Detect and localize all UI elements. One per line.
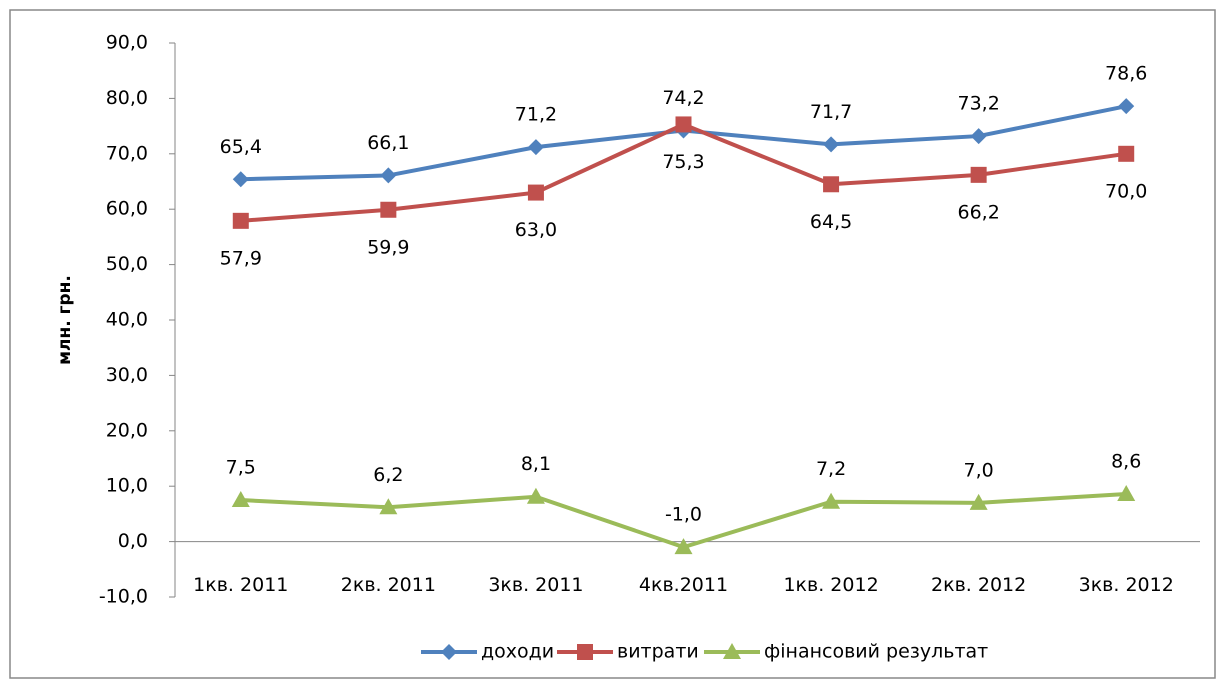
marker xyxy=(232,212,249,229)
y-tick-label: 40,0 xyxy=(106,309,148,331)
data-label: 7,0 xyxy=(964,459,994,481)
marker xyxy=(380,201,397,218)
data-label: 65,4 xyxy=(220,136,262,158)
marker xyxy=(675,116,692,133)
data-label: 57,9 xyxy=(220,247,262,269)
y-tick-label: 10,0 xyxy=(106,475,148,497)
data-label: 71,7 xyxy=(810,101,852,123)
marker xyxy=(232,171,249,188)
marker xyxy=(823,176,840,193)
marker xyxy=(970,166,987,183)
data-label: 63,0 xyxy=(515,219,557,241)
x-tick-label: 1кв. 2012 xyxy=(783,574,878,596)
legend-label: витрати xyxy=(617,641,699,663)
marker xyxy=(970,128,987,145)
marker xyxy=(1118,145,1135,162)
x-tick-label: 1кв. 2011 xyxy=(193,574,288,596)
data-label: 8,6 xyxy=(1111,450,1141,472)
legend-marker xyxy=(723,643,741,659)
data-label: 73,2 xyxy=(957,93,999,115)
marker xyxy=(231,491,250,508)
x-tick-label: 3кв. 2012 xyxy=(1079,574,1174,596)
y-tick-label: 60,0 xyxy=(106,198,148,220)
marker xyxy=(527,184,544,201)
chart-frame xyxy=(9,9,1216,679)
data-label: 71,2 xyxy=(515,104,557,126)
marker xyxy=(823,136,840,153)
data-label: -1,0 xyxy=(665,504,702,526)
data-label: 78,6 xyxy=(1105,63,1147,85)
y-tick-label: 0,0 xyxy=(118,530,148,552)
data-label: 59,9 xyxy=(367,236,409,258)
marker xyxy=(822,492,841,509)
marker xyxy=(380,167,397,184)
y-tick-label: 90,0 xyxy=(106,32,148,54)
marker xyxy=(527,139,544,156)
marker xyxy=(1118,98,1135,115)
marker xyxy=(526,487,545,504)
data-label: 7,2 xyxy=(816,458,846,480)
data-label: 7,5 xyxy=(226,457,256,479)
marker xyxy=(969,493,988,510)
y-tick-label: 30,0 xyxy=(106,364,148,386)
x-tick-label: 3кв. 2011 xyxy=(488,574,583,596)
data-label: 66,2 xyxy=(957,201,999,223)
marker xyxy=(674,538,693,555)
data-label: 70,0 xyxy=(1105,180,1147,202)
data-label: 75,3 xyxy=(662,151,704,173)
data-label: 6,2 xyxy=(373,464,403,486)
x-tick-label: 2кв. 2012 xyxy=(931,574,1026,596)
legend-label: фінансовий результат xyxy=(764,641,988,663)
legend-label: доходи xyxy=(481,641,554,663)
y-tick-label: -10,0 xyxy=(99,586,148,608)
legend-marker xyxy=(577,644,593,660)
data-label: 66,1 xyxy=(367,132,409,154)
x-tick-label: 2кв. 2011 xyxy=(341,574,436,596)
y-tick-label: 50,0 xyxy=(106,253,148,275)
y-tick-label: 70,0 xyxy=(106,142,148,164)
data-label: 64,5 xyxy=(810,211,852,233)
legend-marker xyxy=(441,644,457,660)
y-tick-label: 80,0 xyxy=(106,87,148,109)
x-tick-label: 4кв.2011 xyxy=(639,574,728,596)
marker xyxy=(379,498,398,515)
y-axis-title: млн. грн. xyxy=(55,275,75,365)
data-label: 74,2 xyxy=(662,87,704,109)
marker xyxy=(1117,484,1136,501)
y-tick-label: 20,0 xyxy=(106,419,148,441)
data-label: 8,1 xyxy=(521,453,551,475)
